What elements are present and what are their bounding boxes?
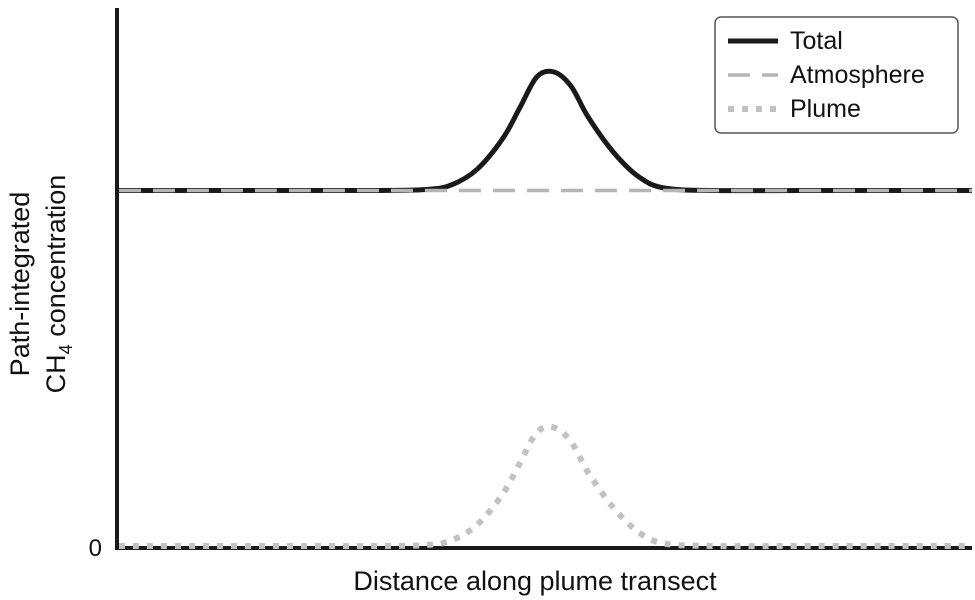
y-axis-label: Path-integrated CH4 concentration: [5, 175, 76, 394]
series-line-plume: [119, 423, 972, 550]
y-axis-label-ch: CH: [41, 354, 71, 393]
legend-label-total: Total: [790, 27, 843, 55]
y-axis-label-concentration: concentration: [41, 175, 71, 345]
legend: Total Atmosphere Plume: [714, 16, 959, 134]
legend-label-atmosphere: Atmosphere: [790, 61, 925, 89]
series-layer: [119, 68, 972, 550]
y-axis-label-line2: CH4 concentration: [41, 175, 76, 394]
y-axis-label-subscript: 4: [56, 344, 76, 354]
x-axis-label: Distance along plume transect: [353, 566, 717, 596]
y-tick-label: 0: [89, 535, 102, 562]
legend-label-plume: Plume: [790, 95, 861, 123]
y-axis-label-line1: Path-integrated: [5, 192, 35, 377]
legend-box: [714, 16, 959, 134]
